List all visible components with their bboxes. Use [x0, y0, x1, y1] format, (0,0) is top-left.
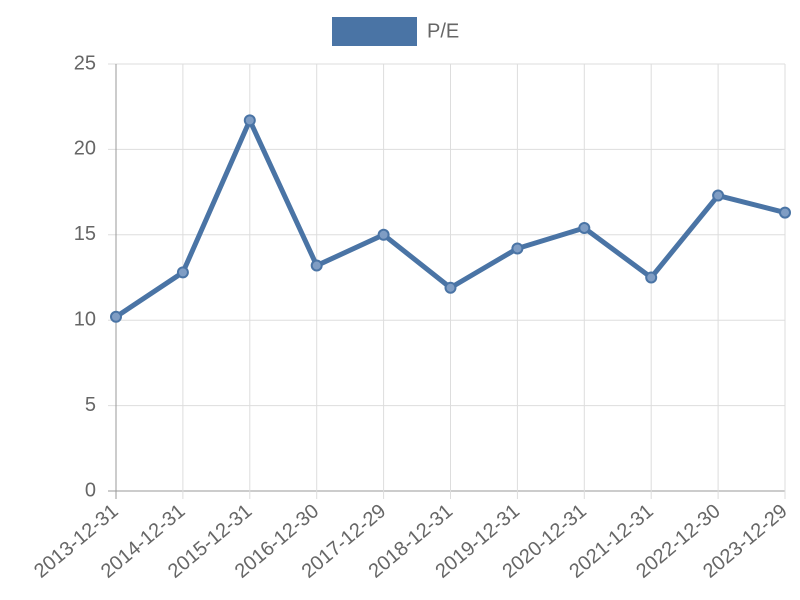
y-tick-label: 10: [74, 308, 96, 330]
point: [243, 114, 256, 127]
legend-label: P/E: [427, 20, 459, 42]
y-tick-label: 5: [85, 394, 96, 416]
point: [310, 259, 323, 272]
point: [712, 189, 725, 202]
y-tick-label: 25: [74, 52, 96, 74]
legend-swatch: [332, 17, 417, 46]
y-tick-label: 0: [85, 479, 96, 501]
y-tick-label: 20: [74, 138, 96, 160]
point: [511, 242, 524, 255]
point: [645, 271, 658, 284]
point: [176, 266, 189, 279]
point: [110, 310, 122, 323]
y-tick-label: 15: [74, 223, 96, 245]
point: [578, 221, 591, 234]
point: [779, 206, 791, 219]
point: [377, 228, 390, 241]
point: [444, 281, 457, 294]
